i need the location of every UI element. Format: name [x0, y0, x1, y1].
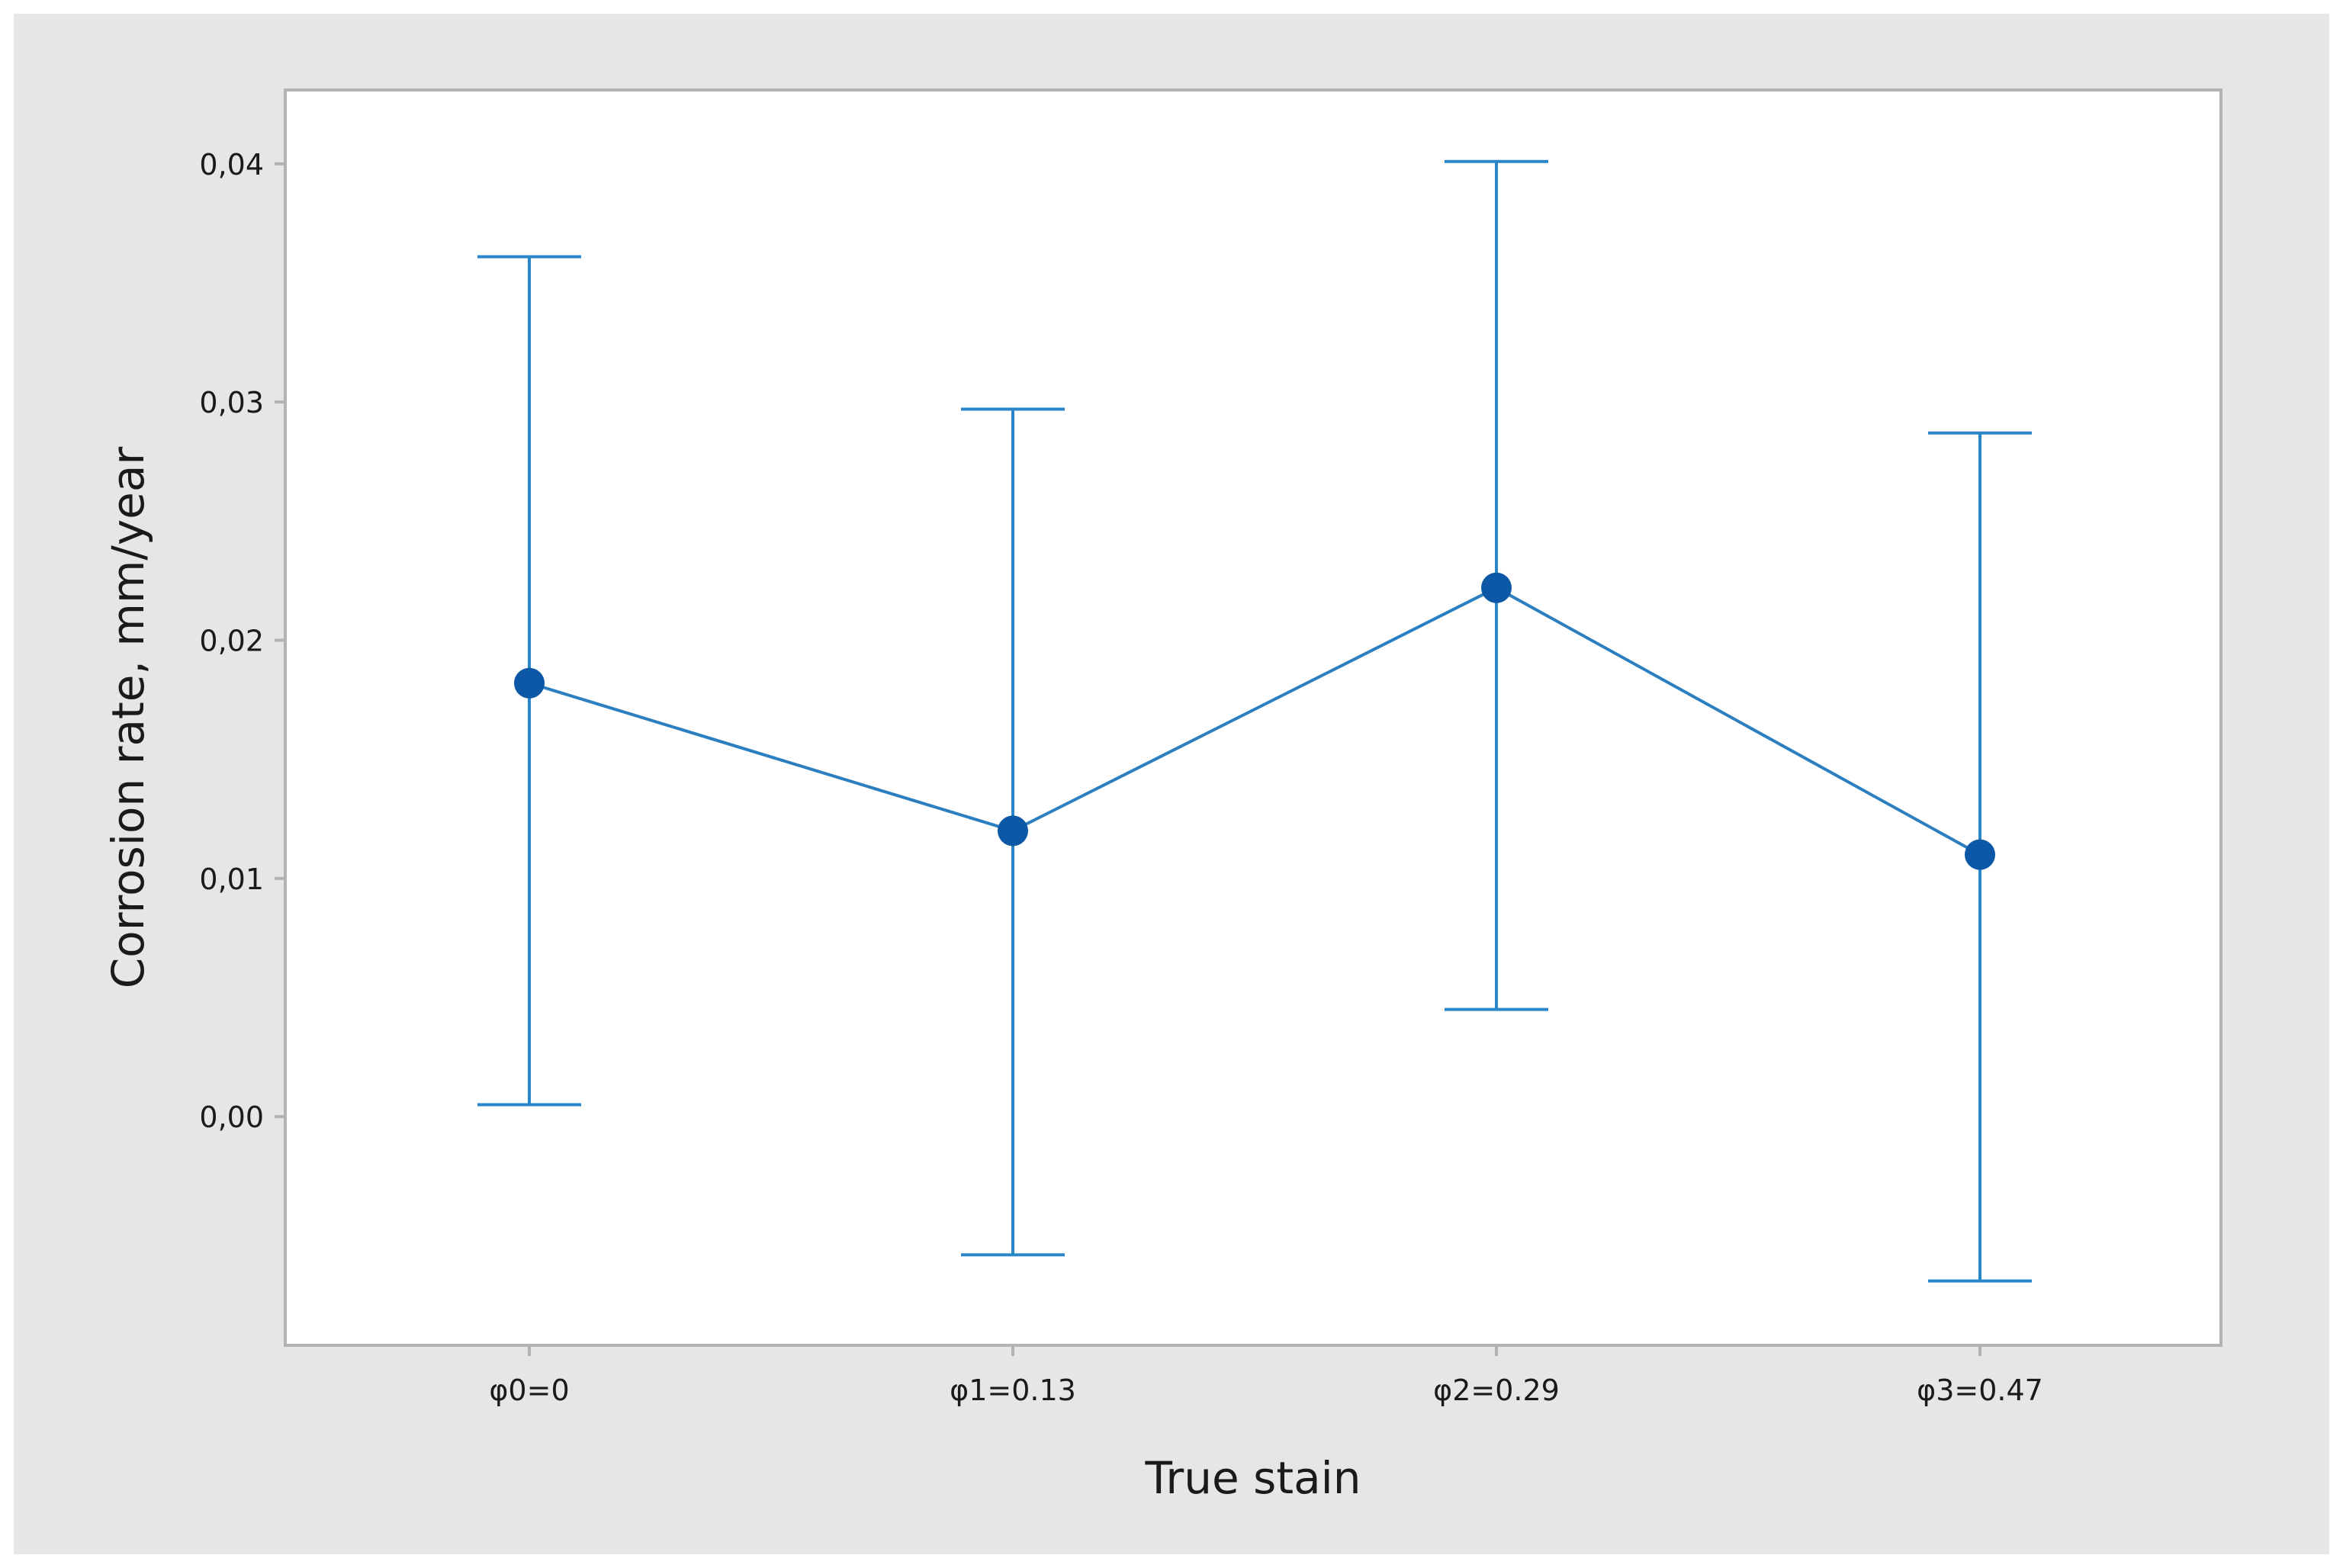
series-markers: [514, 572, 1995, 870]
x-tick-label: φ2=0.29: [1433, 1374, 1560, 1407]
x-axis-ticks: φ0=0 φ1=0.13 φ2=0.29 φ3=0.47: [489, 1345, 2043, 1407]
x-tick-label: φ0=0: [489, 1374, 569, 1407]
y-axis-title: Corrosion rate, mm/year: [102, 447, 154, 989]
x-axis: φ0=0 φ1=0.13 φ2=0.29 φ3=0.47: [489, 1345, 2043, 1407]
x-axis-title: True stain: [1144, 1452, 1361, 1504]
series-line: [529, 586, 1981, 856]
data-point: [998, 815, 1028, 847]
y-tick-label: 0,01: [199, 863, 264, 896]
y-tick-label: 0,00: [199, 1100, 264, 1134]
y-tick-label: 0,04: [199, 148, 264, 182]
y-axis: 0,00 0,01 0,02 0,03 0,04: [199, 148, 285, 1134]
x-tick-label: φ3=0.47: [1917, 1374, 2043, 1407]
y-axis-ticks: 0,00 0,01 0,02 0,03 0,04: [199, 148, 285, 1134]
data-point: [1481, 572, 1512, 603]
y-tick-label: 0,02: [199, 624, 264, 657]
x-tick-label: φ1=0.13: [950, 1374, 1076, 1407]
data-point: [1965, 839, 1995, 870]
data-point: [514, 667, 545, 699]
plot-area: [284, 88, 2222, 1347]
y-tick-label: 0,03: [199, 386, 264, 419]
